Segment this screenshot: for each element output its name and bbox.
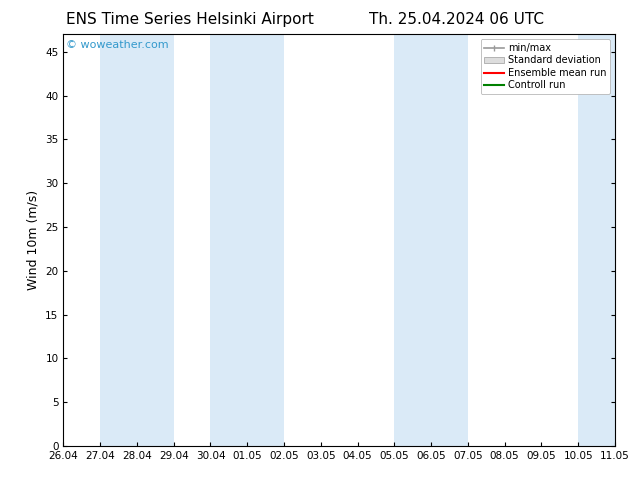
Text: © woweather.com: © woweather.com bbox=[66, 41, 169, 50]
Y-axis label: Wind 10m (m/s): Wind 10m (m/s) bbox=[27, 190, 40, 290]
Text: Th. 25.04.2024 06 UTC: Th. 25.04.2024 06 UTC bbox=[369, 12, 544, 27]
Bar bbox=[578, 34, 615, 446]
Bar bbox=[394, 34, 468, 446]
Bar bbox=[210, 34, 284, 446]
Text: ENS Time Series Helsinki Airport: ENS Time Series Helsinki Airport bbox=[67, 12, 314, 27]
Legend: min/max, Standard deviation, Ensemble mean run, Controll run: min/max, Standard deviation, Ensemble me… bbox=[481, 39, 610, 94]
Bar bbox=[100, 34, 174, 446]
